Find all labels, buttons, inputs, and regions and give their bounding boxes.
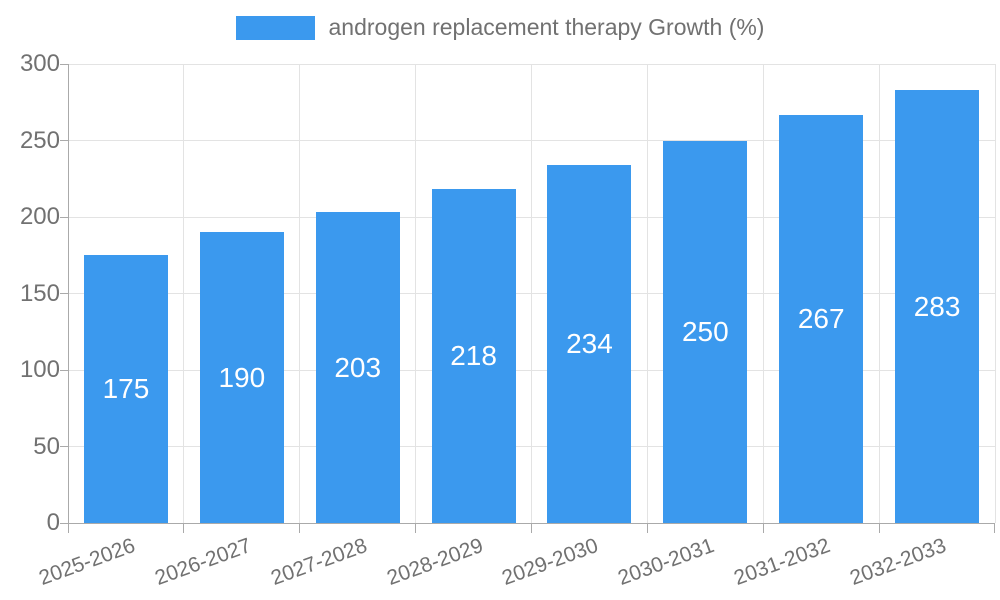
x-axis-tick xyxy=(67,524,69,533)
bar-value-label: 283 xyxy=(913,290,961,322)
y-tick-label: 50 xyxy=(33,432,60,460)
bar[interactable]: 267 xyxy=(779,114,864,523)
y-axis-line xyxy=(68,64,69,523)
x-gridline xyxy=(531,64,532,523)
bar[interactable]: 250 xyxy=(663,140,748,523)
y-axis-tick xyxy=(60,63,68,65)
y-axis-tick xyxy=(60,140,68,141)
legend-label: androgen replacement therapy Growth (%) xyxy=(328,14,765,40)
y-tick-label: 100 xyxy=(19,356,60,383)
bar[interactable]: 234 xyxy=(547,164,632,523)
x-gridline xyxy=(299,64,301,523)
x-gridline xyxy=(994,64,996,523)
bar-value-label: 203 xyxy=(334,351,382,383)
y-axis-tick xyxy=(60,446,68,447)
bar[interactable]: 175 xyxy=(83,255,168,523)
bar[interactable]: 283 xyxy=(895,90,980,523)
x-axis-tick xyxy=(762,524,764,533)
bar-value-label: 250 xyxy=(681,315,729,347)
x-gridline xyxy=(183,64,185,523)
x-axis-tick xyxy=(993,524,995,533)
x-axis-tick xyxy=(183,524,185,533)
y-tick-label: 300 xyxy=(19,50,60,77)
bar[interactable]: 203 xyxy=(315,212,400,523)
x-axis-tick xyxy=(299,524,301,533)
bar-value-label: 218 xyxy=(450,340,497,372)
x-axis-tick xyxy=(646,524,648,533)
bar[interactable]: 218 xyxy=(431,189,516,523)
plot-area: 0 50 100 150 200 250 300 175 2025-2026 190 2026-20… xyxy=(20,52,996,590)
bar-value-label: 175 xyxy=(102,373,150,405)
legend-item[interactable]: androgen replacement therapy Growth (%) xyxy=(0,14,1000,41)
y-axis-tick xyxy=(60,216,68,218)
x-gridline xyxy=(415,64,417,523)
x-axis-tick xyxy=(878,524,880,533)
y-tick-label: 150 xyxy=(19,279,60,307)
bar[interactable]: 190 xyxy=(199,232,284,523)
y-axis-tick xyxy=(60,369,68,371)
x-axis-tick xyxy=(531,524,532,533)
bar-value-label: 234 xyxy=(566,327,613,359)
y-axis-tick xyxy=(60,293,68,294)
x-axis-line xyxy=(68,523,995,524)
y-tick-label: 200 xyxy=(19,203,60,230)
y-tick-label: 0 xyxy=(46,509,60,536)
bar-value-label: 190 xyxy=(218,361,266,393)
x-axis-tick xyxy=(415,524,417,533)
legend-swatch xyxy=(235,15,315,40)
y-axis-tick xyxy=(60,522,68,524)
x-gridline xyxy=(878,64,880,523)
x-gridline xyxy=(646,64,648,523)
y-tick-label: 250 xyxy=(19,126,60,154)
bar-value-label: 267 xyxy=(797,302,845,334)
x-gridline xyxy=(762,64,764,523)
